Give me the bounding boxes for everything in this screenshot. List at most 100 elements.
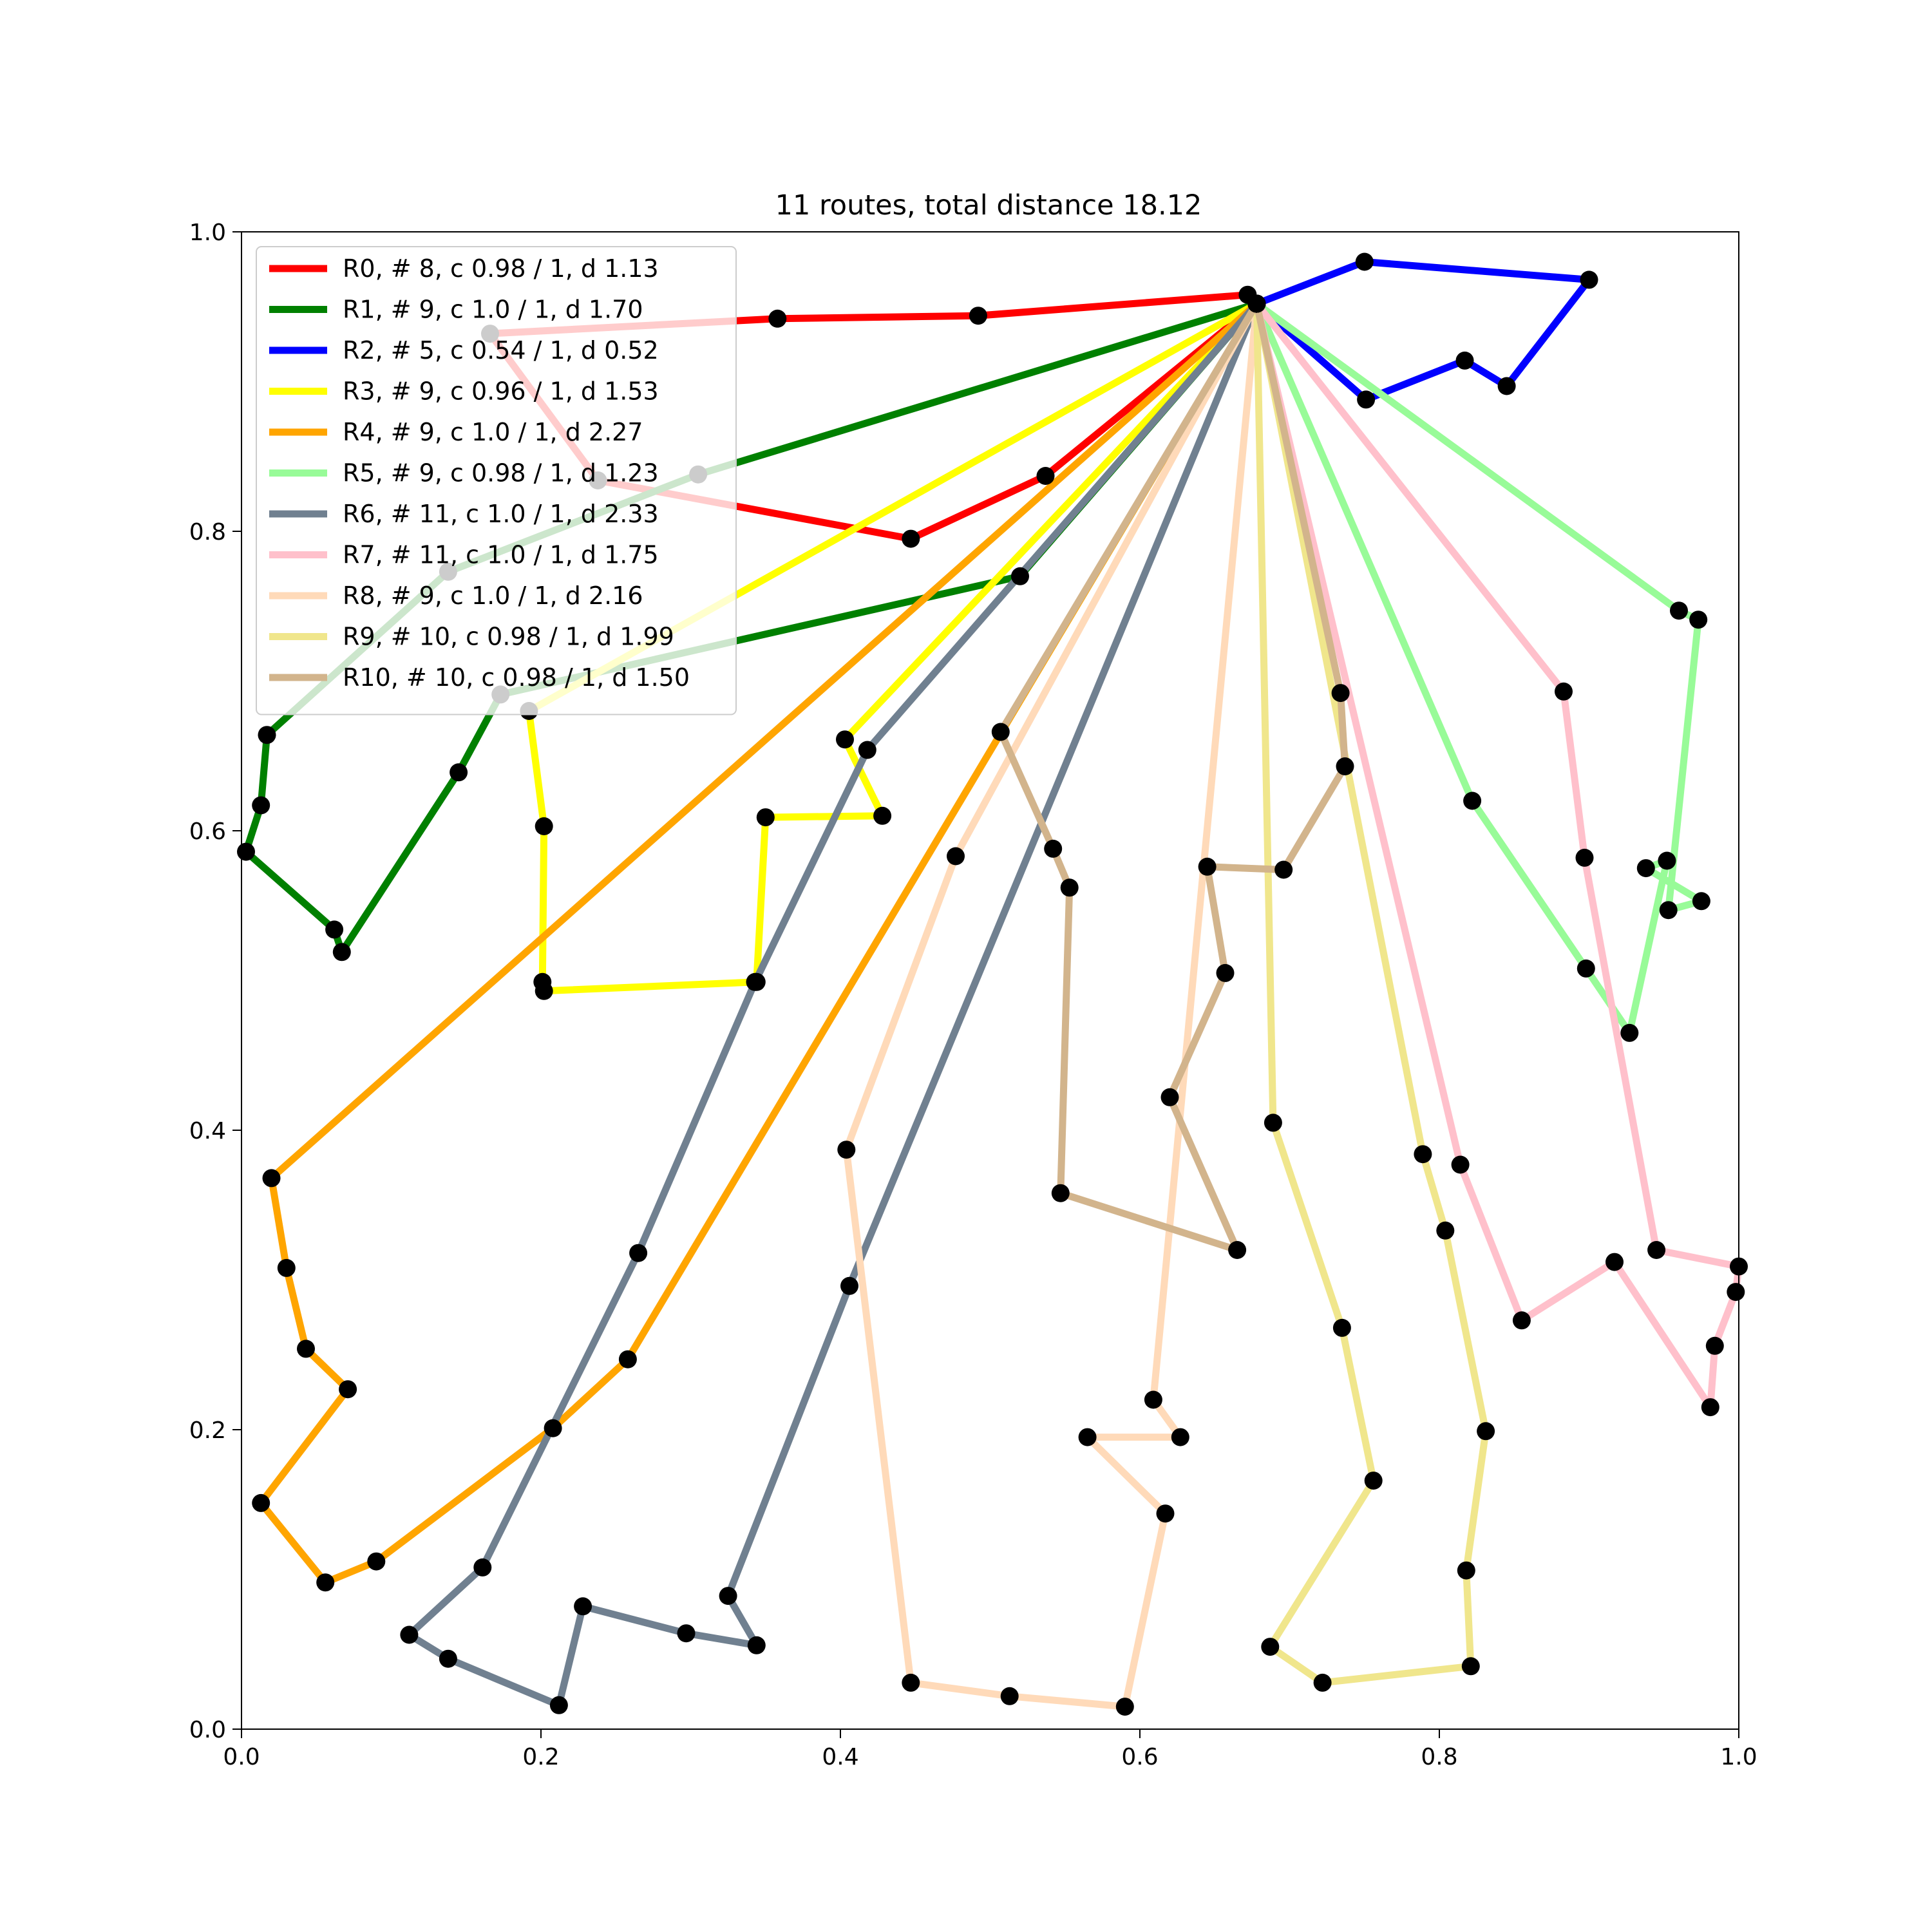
legend-label-r6: R6, # 11, c 1.0 / 1, d 2.33 — [343, 500, 659, 528]
stop-point-r10-7 — [1216, 963, 1235, 982]
axis-ticks: 0.0 0.2 0.4 0.6 0.8 1.0 0.0 0.2 0.4 0.6 0.8 1.0 — [189, 220, 1757, 1770]
stop-point-r1-10 — [1011, 567, 1029, 585]
legend-label-r10: R10, # 10, c 0.98 / 1, d 1.50 — [343, 663, 690, 692]
stop-point-r9-1 — [1264, 1113, 1282, 1132]
stop-point-r10-4 — [1051, 1184, 1070, 1202]
stop-point-r6-12 — [840, 1276, 858, 1295]
x-tick-label: 0.2 — [522, 1744, 559, 1770]
stop-point-r5-4 — [1692, 892, 1710, 911]
route-line-r3 — [525, 300, 1260, 995]
y-tick-label: 0.8 — [189, 519, 226, 545]
x-tick-label: 1.0 — [1720, 1744, 1757, 1770]
legend-label-r8: R8, # 9, c 1.0 / 1, d 2.16 — [343, 582, 643, 610]
stop-point-r8-5 — [1115, 1698, 1134, 1716]
stop-point-r10-6 — [1160, 1088, 1179, 1106]
stop-point-r7-10 — [1451, 1155, 1470, 1174]
stop-point-r6-7 — [549, 1696, 568, 1714]
legend-label-r4: R4, # 9, c 1.0 / 1, d 2.27 — [343, 418, 643, 446]
stop-point-r9-2 — [1332, 1318, 1351, 1337]
stop-point-r5-6 — [1658, 851, 1676, 870]
stop-point-r8-1 — [947, 847, 965, 866]
stop-point-r3-4 — [535, 981, 553, 1000]
stop-point-r10-9 — [1274, 860, 1293, 879]
stop-point-r3-8 — [836, 730, 854, 749]
legend-label-r2: R2, # 5, c 0.54 / 1, d 0.52 — [343, 336, 659, 365]
x-tick-label: 0.6 — [1121, 1744, 1158, 1770]
stop-point-r1-7 — [332, 943, 351, 961]
stop-point-r8-2 — [837, 1141, 856, 1159]
stop-point-r10-10 — [1336, 757, 1354, 775]
stop-point-r3-7 — [873, 806, 892, 825]
stop-point-r7-6 — [1705, 1336, 1724, 1355]
stop-point-r4-1 — [262, 1169, 281, 1188]
stop-point-r7-8 — [1605, 1253, 1624, 1271]
stop-point-r6-10 — [747, 1636, 766, 1654]
stop-point-r5-9 — [1463, 791, 1482, 810]
stop-point-r2-1 — [1355, 252, 1374, 271]
stop-point-r0-2 — [969, 307, 987, 325]
legend-label-r0: R0, # 8, c 0.98 / 1, d 1.13 — [343, 254, 659, 283]
stop-point-r1-8 — [450, 763, 468, 782]
stop-point-r10-12 — [1247, 294, 1266, 313]
stop-point-r7-3 — [1647, 1241, 1666, 1259]
x-tick-label: 0.0 — [223, 1744, 260, 1770]
stop-point-r9-4 — [1261, 1638, 1280, 1656]
stop-point-r2-4 — [1455, 351, 1474, 370]
y-tick-label: 0.2 — [189, 1417, 226, 1444]
stop-point-r5-7 — [1620, 1023, 1639, 1042]
stop-point-r9-6 — [1461, 1657, 1480, 1676]
stop-point-r10-2 — [1044, 839, 1063, 858]
stop-point-r0-6 — [902, 529, 920, 548]
stop-point-r1-3 — [258, 726, 276, 744]
legend-label-r1: R1, # 9, c 1.0 / 1, d 1.70 — [343, 296, 643, 324]
y-tick-label: 0.6 — [189, 819, 226, 845]
stop-point-r10-3 — [1060, 878, 1079, 897]
stop-point-r0-3 — [768, 309, 787, 328]
stop-point-r9-3 — [1364, 1472, 1383, 1490]
stop-point-r2-2 — [1580, 270, 1598, 289]
stop-point-r8-3 — [902, 1673, 920, 1692]
stop-point-r6-9 — [677, 1624, 696, 1643]
stop-point-r10-8 — [1198, 857, 1217, 876]
stop-point-r6-1 — [858, 741, 876, 759]
stop-point-r4-6 — [316, 1573, 335, 1592]
stop-point-r9-9 — [1436, 1221, 1455, 1240]
stop-point-r8-4 — [1000, 1687, 1019, 1705]
stop-point-r1-4 — [252, 796, 270, 815]
x-tick-label: 0.8 — [1421, 1744, 1457, 1770]
stop-point-r3-2 — [535, 817, 553, 835]
plot-frame — [241, 231, 1739, 1730]
route-line-r7 — [1253, 300, 1743, 1411]
stop-point-r10-5 — [1228, 1241, 1247, 1259]
stop-point-r9-10 — [1414, 1145, 1432, 1164]
stop-point-r4-4 — [339, 1380, 357, 1399]
legend-label-r7: R7, # 11, c 1.0 / 1, d 1.75 — [343, 541, 659, 569]
stop-point-r6-8 — [574, 1597, 592, 1616]
stop-point-r2-3 — [1497, 377, 1516, 395]
legend-box — [256, 246, 737, 715]
stop-point-r6-2 — [746, 972, 764, 991]
stop-point-r8-6 — [1156, 1504, 1175, 1523]
route-line-r9 — [1253, 300, 1490, 1687]
stop-point-r1-5 — [237, 842, 255, 861]
legend: R0, # 8, c 0.98 / 1, d 1.13 R1, # 9, c 1.… — [256, 246, 737, 715]
stop-point-r6-6 — [439, 1649, 457, 1668]
stop-point-r2-5 — [1357, 390, 1376, 409]
stop-point-r5-5 — [1636, 859, 1655, 878]
stop-point-r7-7 — [1701, 1398, 1719, 1417]
stop-point-r10-11 — [1331, 684, 1350, 703]
stop-point-r8-7 — [1078, 1428, 1097, 1446]
stop-point-r6-5 — [400, 1625, 419, 1644]
stop-point-r9-8 — [1477, 1422, 1495, 1441]
stop-point-r4-5 — [252, 1493, 270, 1512]
stop-point-r6-4 — [473, 1558, 492, 1577]
y-tick-label: 0.0 — [189, 1717, 226, 1743]
stop-point-r4-7 — [367, 1552, 386, 1571]
stop-point-r5-2 — [1689, 611, 1708, 629]
stop-point-r5-8 — [1577, 959, 1595, 978]
y-tick-label: 0.4 — [189, 1118, 226, 1144]
legend-label-r3: R3, # 9, c 0.96 / 1, d 1.53 — [343, 377, 659, 406]
stop-point-r5-1 — [1670, 601, 1688, 620]
stop-point-r7-9 — [1512, 1311, 1531, 1330]
